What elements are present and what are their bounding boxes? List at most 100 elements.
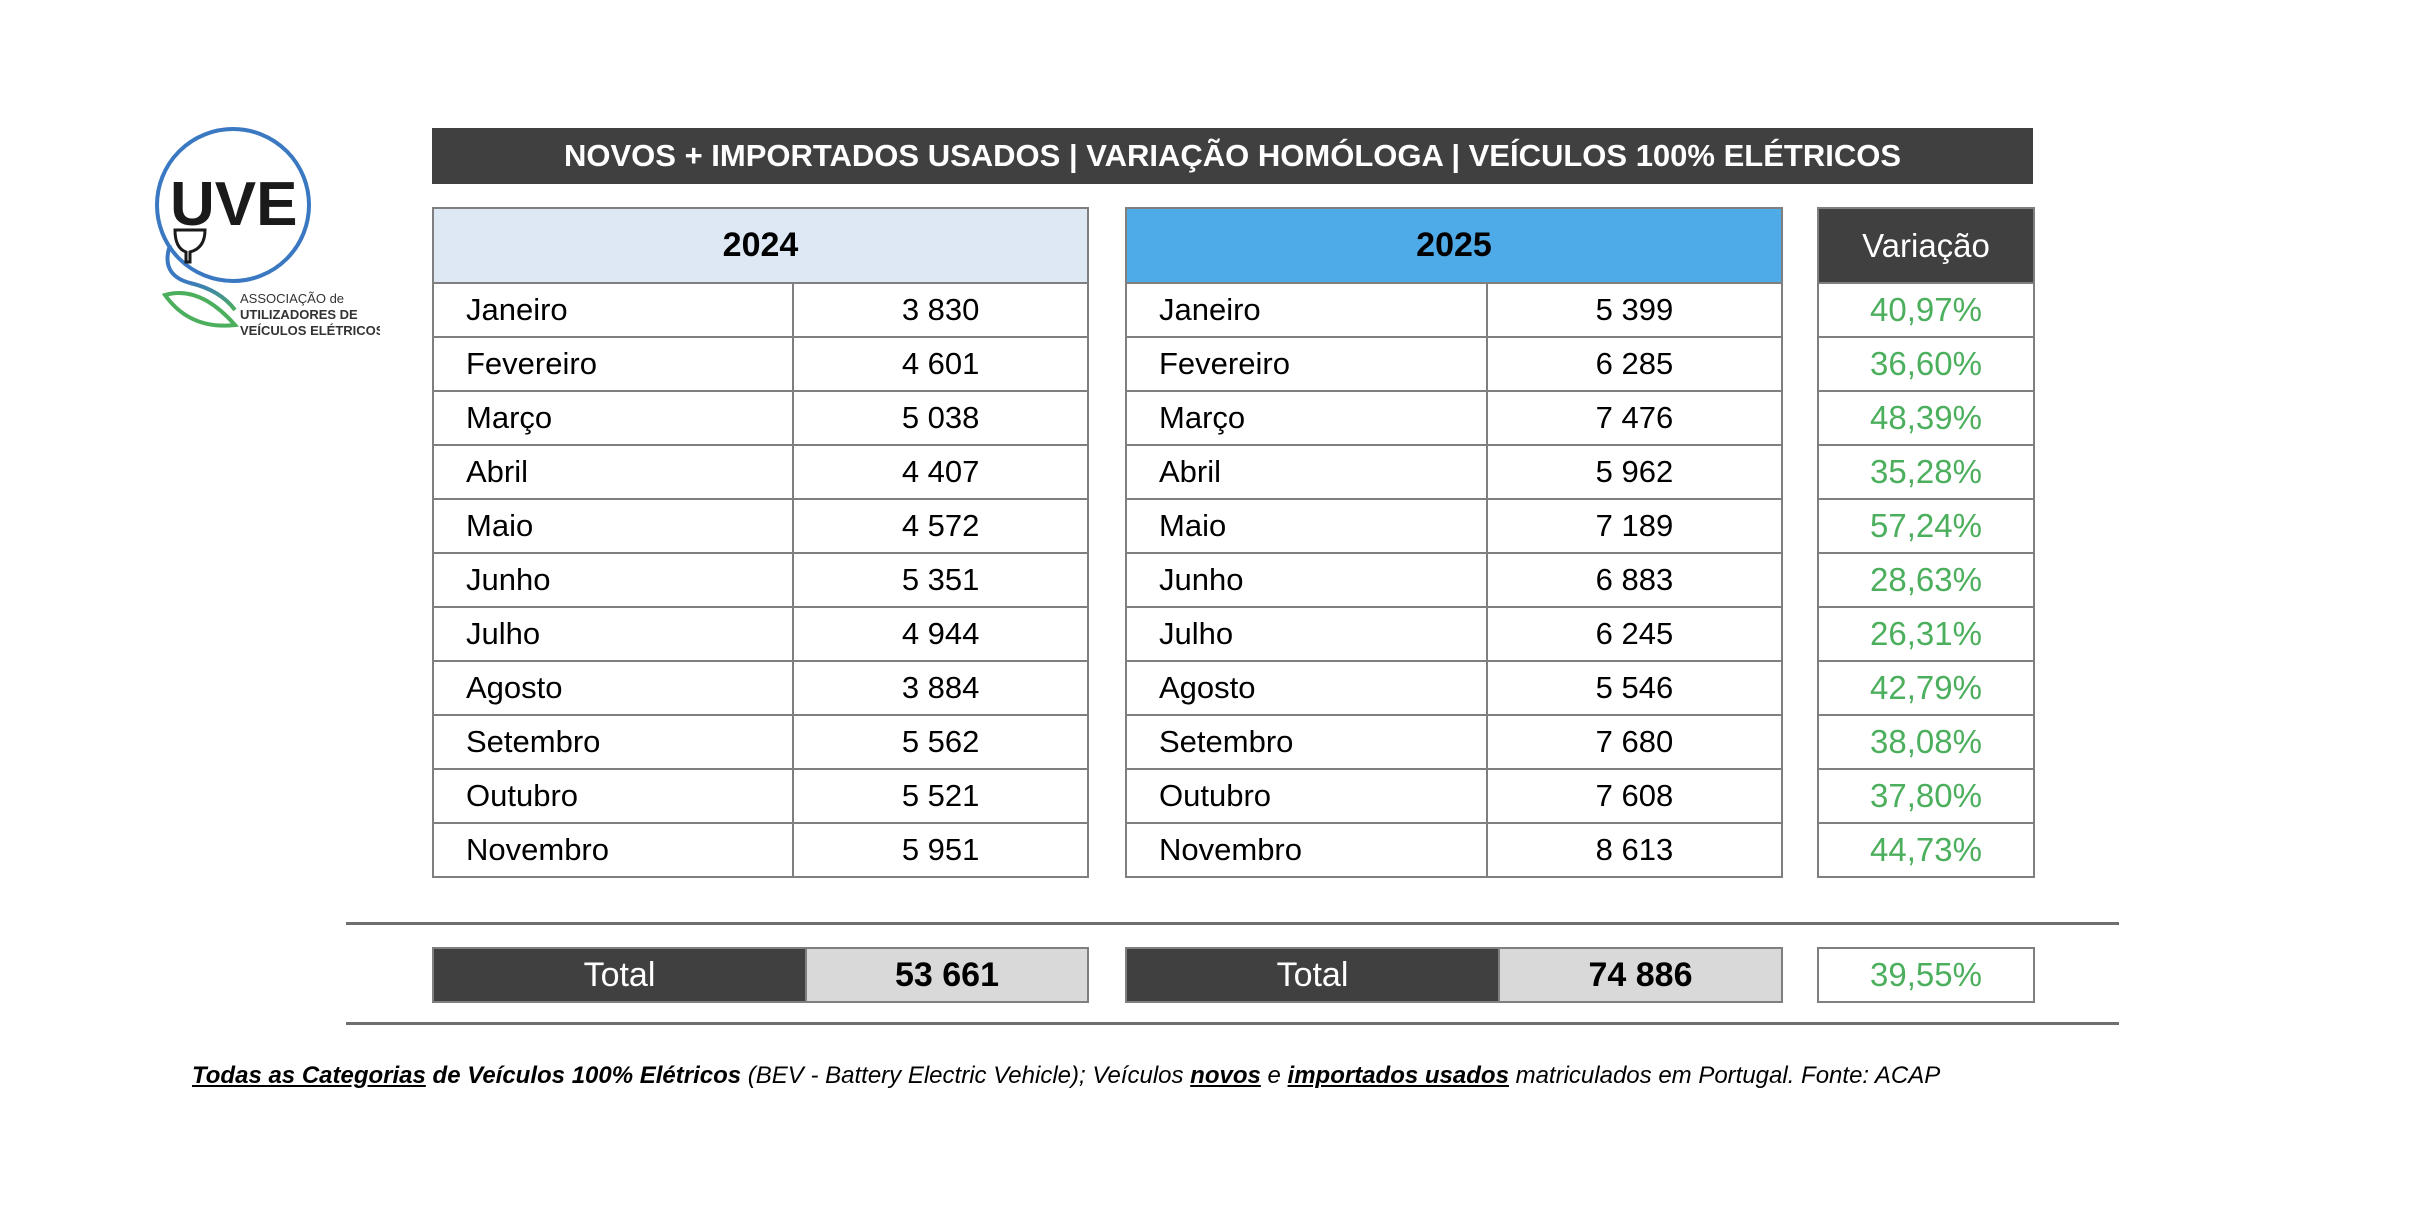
table-row: Novembro 8 613 [1125, 822, 1784, 878]
footnote-part: e [1260, 1062, 1288, 1089]
value-cell: 3 830 [792, 282, 1089, 338]
variation-cell: 42,79% [1817, 660, 2035, 716]
variation-cell: 40,97% [1817, 282, 2035, 338]
value-cell: 5 521 [792, 768, 1089, 824]
month-cell: Janeiro [1125, 282, 1488, 338]
value-cell: 6 245 [1485, 606, 1784, 662]
table-row: Janeiro 3 830 [431, 282, 1089, 338]
table-2025: 2025 Janeiro 5 399 Fevereiro 6 285 Março 7 47… [1125, 207, 1784, 878]
value-cell: 3 884 [792, 660, 1089, 716]
value-cell: 7 189 [1485, 498, 1784, 554]
value-cell: 5 951 [792, 822, 1089, 878]
header-variation: Variação [1817, 207, 2035, 284]
svg-text:UTILIZADORES DE: UTILIZADORES DE [240, 307, 358, 322]
table-row: Fevereiro 6 285 [1125, 336, 1784, 392]
table-row: 26,31% [1817, 606, 2035, 662]
month-cell: Setembro [431, 714, 795, 770]
value-cell: 8 613 [1485, 822, 1784, 878]
table-row: Abril 4 407 [431, 444, 1089, 500]
table-row: Janeiro 5 399 [1125, 282, 1784, 338]
value-cell: 5 562 [792, 714, 1089, 770]
variation-cell: 35,28% [1817, 444, 2035, 500]
value-cell: 5 399 [1485, 282, 1784, 338]
month-cell: Junho [431, 552, 795, 608]
month-cell: Agosto [1125, 660, 1488, 716]
variation-cell: 28,63% [1817, 552, 2035, 608]
month-cell: Maio [1125, 498, 1488, 554]
value-cell: 4 572 [792, 498, 1089, 554]
variation-cell: 57,24% [1817, 498, 2035, 554]
svg-text:ASSOCIAÇÃO de: ASSOCIAÇÃO de [240, 291, 344, 306]
value-cell: 6 883 [1485, 552, 1784, 608]
table-row: Agosto 3 884 [431, 660, 1089, 716]
month-cell: Maio [431, 498, 795, 554]
month-cell: Novembro [431, 822, 795, 878]
month-cell: Abril [1125, 444, 1488, 500]
value-cell: 5 962 [1485, 444, 1784, 500]
table-row: Abril 5 962 [1125, 444, 1784, 500]
table-row: 48,39% [1817, 390, 2035, 446]
value-cell: 4 944 [792, 606, 1089, 662]
table-row: Junho 5 351 [431, 552, 1089, 608]
table-row: Março 5 038 [431, 390, 1089, 446]
table-row: 44,73% [1817, 822, 2035, 878]
footnote: Todas as Categorias de Veículos 100% Elé… [192, 1062, 1940, 1090]
svg-text:UVE: UVE [170, 170, 297, 239]
divider-top [346, 922, 2119, 925]
svg-text:VEÍCULOS ELÉTRICOS: VEÍCULOS ELÉTRICOS [240, 323, 380, 338]
uve-logo: UVE ASSOCIAÇÃO de UTILIZADORES DE VEÍCUL… [140, 125, 385, 355]
value-cell: 5 038 [792, 390, 1089, 446]
month-cell: Agosto [431, 660, 795, 716]
value-cell: 7 476 [1485, 390, 1784, 446]
header-2024: 2024 [432, 207, 1089, 284]
month-cell: Julho [431, 606, 795, 662]
table-row: Maio 7 189 [1125, 498, 1784, 554]
month-cell: Março [1125, 390, 1488, 446]
month-cell: Janeiro [431, 282, 795, 338]
month-cell: Junho [1125, 552, 1488, 608]
table-row: Novembro 5 951 [431, 822, 1089, 878]
table-row: Junho 6 883 [1125, 552, 1784, 608]
variation-cell: 26,31% [1817, 606, 2035, 662]
footnote-part: matriculados em Portugal. Fonte: ACAP [1508, 1062, 1941, 1089]
month-cell: Fevereiro [1125, 336, 1488, 392]
variation-cell: 48,39% [1817, 390, 2035, 446]
variation-cell: 37,80% [1817, 768, 2035, 824]
table-row: Maio 4 572 [431, 498, 1089, 554]
variation-cell: 36,60% [1817, 336, 2035, 392]
month-cell: Outubro [431, 768, 795, 824]
value-cell: 6 285 [1485, 336, 1784, 392]
table-row: 37,80% [1817, 768, 2035, 824]
table-row: Outubro 7 608 [1125, 768, 1784, 824]
table-row: Agosto 5 546 [1125, 660, 1784, 716]
table-row: 38,08% [1817, 714, 2035, 770]
footnote-part: de Veículos 100% Elétricos [425, 1062, 748, 1089]
report-title: NOVOS + IMPORTADOS USADOS | VARIAÇÃO HOM… [432, 128, 2033, 184]
table-row: Outubro 5 521 [431, 768, 1089, 824]
footnote-part: (BEV - Battery Electric Vehicle); Veícul… [747, 1062, 1191, 1089]
table-row: 57,24% [1817, 498, 2035, 554]
table-row: Setembro 5 562 [431, 714, 1089, 770]
value-cell: 5 546 [1485, 660, 1784, 716]
value-cell: 4 407 [792, 444, 1089, 500]
month-cell: Fevereiro [431, 336, 795, 392]
total-label: Total [434, 949, 805, 1001]
table-row: 28,63% [1817, 552, 2035, 608]
table-row: Fevereiro 4 601 [431, 336, 1089, 392]
variation-cell: 38,08% [1817, 714, 2035, 770]
table-row: Julho 6 245 [1125, 606, 1784, 662]
table-2024: 2024 Janeiro 3 830 Fevereiro 4 601 Março 5 03… [431, 207, 1089, 878]
total-variation: 39,55% [1817, 947, 2035, 1003]
table-row: Setembro 7 680 [1125, 714, 1784, 770]
table-row: 40,97% [1817, 282, 2035, 338]
table-row: 36,60% [1817, 336, 2035, 392]
footnote-part: importados usados [1287, 1062, 1509, 1089]
header-2025: 2025 [1125, 207, 1783, 284]
table-row: Julho 4 944 [431, 606, 1089, 662]
table-variation: Variação 40,97% 36,60% 48,39% 35,28% 57,24% 2… [1817, 207, 2035, 878]
month-cell: Março [431, 390, 795, 446]
value-cell: 7 680 [1485, 714, 1784, 770]
table-row: 35,28% [1817, 444, 2035, 500]
divider-bottom [346, 1022, 2119, 1025]
footnote-part: novos [1190, 1062, 1261, 1089]
